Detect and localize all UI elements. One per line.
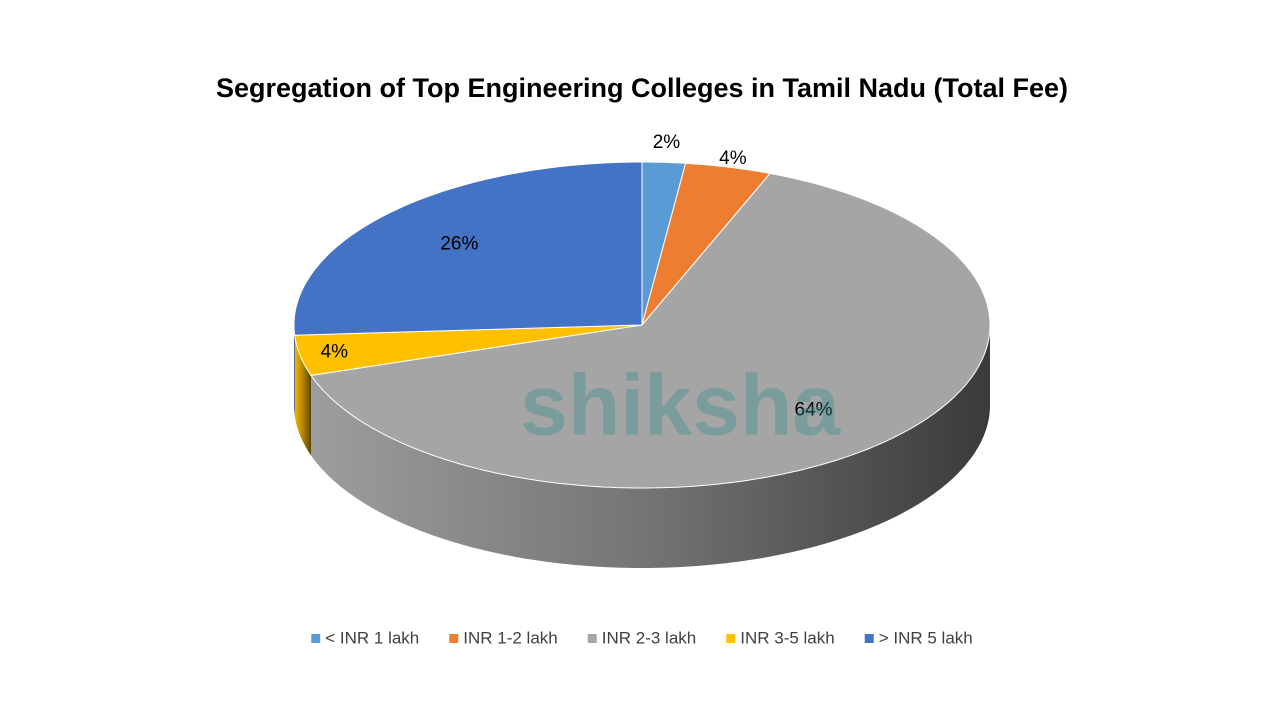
slice: [294, 324, 643, 376]
slice: [310, 172, 991, 489]
legend-label: INR 1-2 lakh: [463, 628, 557, 647]
legend-swatch: [449, 634, 459, 643]
slice-side-shade: [294, 335, 311, 456]
slice: [641, 162, 772, 326]
legend-swatch: [864, 634, 874, 643]
data-label: 64%: [795, 400, 833, 421]
legend-label: > INR 5 lakh: [879, 628, 973, 647]
legend: < INR 1 lakh INR 1-2 lakh INR 2-3 lakh INR …: [311, 628, 973, 647]
slice-side-shade: [311, 325, 990, 568]
data-label: 26%: [440, 234, 478, 255]
legend-label: < INR 1 lakh: [325, 628, 419, 647]
legend-label: INR 3-5 lakh: [740, 628, 834, 647]
pie: 2% 4% 64% 4% 26%: [293, 132, 991, 568]
legend-label: INR 2-3 lakh: [602, 628, 696, 647]
data-label: 4%: [321, 342, 349, 363]
legend-swatch: [587, 634, 597, 643]
chart-title: Segregation of Top Engineering Colleges …: [216, 73, 1068, 103]
data-label: 4%: [719, 148, 747, 169]
slice: [293, 161, 643, 336]
watermark: shiksha: [520, 358, 841, 454]
slice-side-shade: [294, 325, 295, 416]
legend-swatch: [726, 634, 736, 643]
legend-swatch: [311, 634, 321, 643]
data-label: 2%: [653, 132, 681, 153]
